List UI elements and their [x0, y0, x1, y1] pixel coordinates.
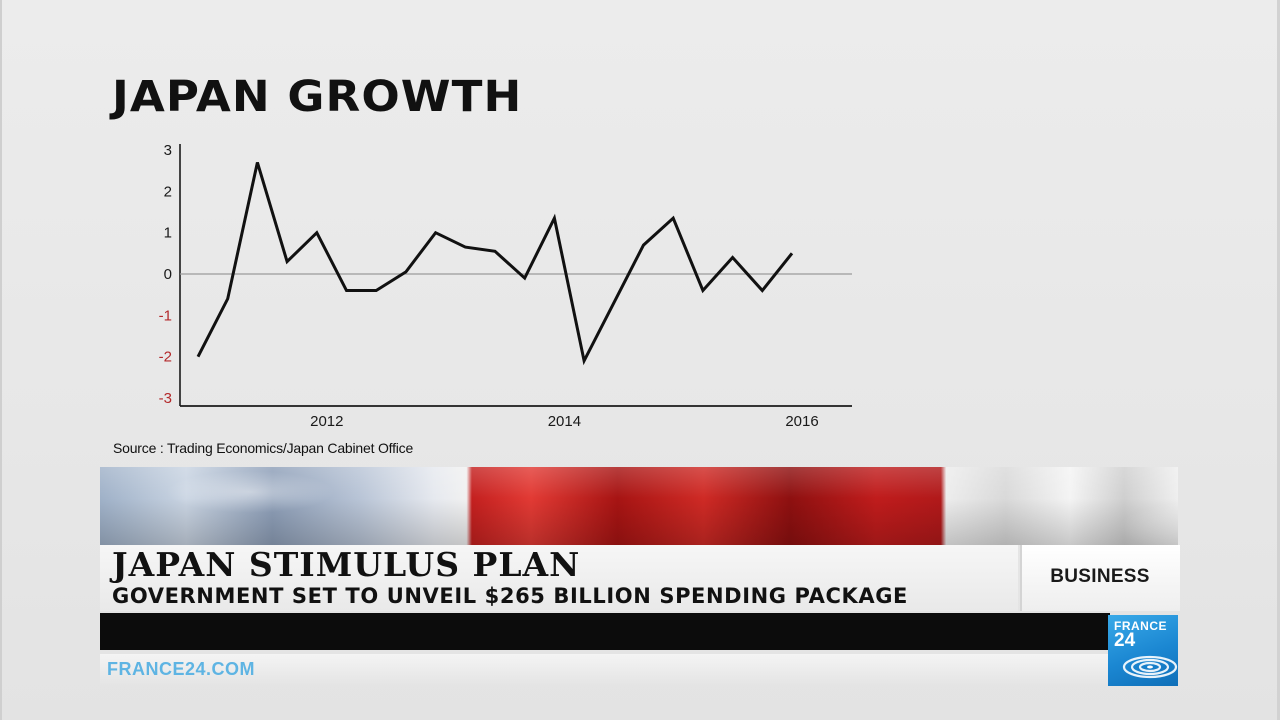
flag-banner-image [100, 467, 1178, 545]
x-tick-label: 2014 [548, 413, 581, 430]
x-tick-label: 2012 [310, 413, 343, 430]
headline-panel [100, 545, 1018, 611]
website-bar [100, 654, 1110, 686]
y-tick-label: -2 [159, 349, 172, 366]
y-axis-ticks: 3 2 1 0 -1 -2 -3 [159, 142, 172, 407]
logo-waves-icon [1122, 655, 1178, 679]
logo-text-24: 24 [1114, 630, 1136, 651]
ticker-bar [100, 613, 1110, 650]
series-line-growth [196, 161, 794, 366]
logo-text-france: FRANCE [1114, 619, 1167, 633]
y-tick-label: 2 [164, 183, 172, 200]
chart-source-note: Source : Trading Economics/Japan Cabinet… [113, 440, 414, 456]
website-url: FRANCE24.COM [107, 659, 256, 679]
y-tick-label: -1 [159, 307, 172, 324]
y-tick-label: -3 [159, 390, 172, 407]
y-tick-label: 1 [164, 225, 172, 242]
x-tick-label: 2016 [785, 413, 818, 430]
chart-title: JAPAN GROWTH [112, 72, 523, 122]
news-subheadline: GOVERNMENT SET TO UNVEIL $265 BILLION SP… [112, 584, 908, 608]
frame-edge-left [0, 0, 2, 720]
y-tick-label: 0 [164, 266, 172, 283]
x-axis-ticks: 2012 2014 2016 [310, 413, 819, 430]
category-panel [1020, 545, 1180, 611]
frame-edge-right [1277, 0, 1280, 720]
y-tick-label: 3 [164, 142, 172, 159]
france24-logo: FRANCE 24 [1108, 615, 1178, 686]
category-label: BUSINESS [1050, 566, 1150, 587]
news-headline: JAPAN STIMULUS PLAN [112, 545, 581, 584]
